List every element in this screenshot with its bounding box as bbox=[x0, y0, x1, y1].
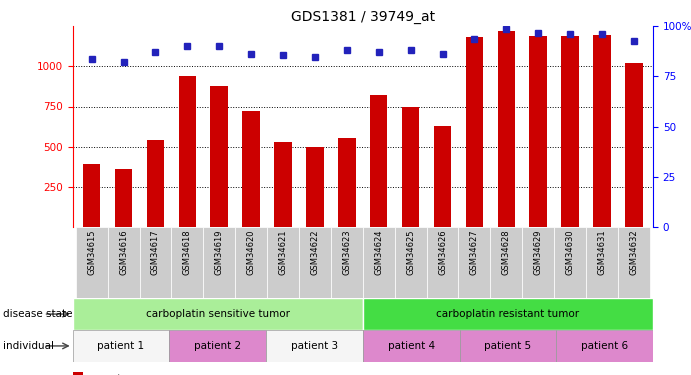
Bar bbox=[370, 95, 388, 227]
Text: individual: individual bbox=[3, 341, 55, 351]
Bar bbox=[331, 227, 363, 298]
Bar bbox=[561, 36, 579, 227]
Bar bbox=[522, 227, 554, 298]
Bar bbox=[363, 298, 653, 330]
Text: patient 4: patient 4 bbox=[388, 341, 435, 351]
Bar bbox=[243, 111, 260, 227]
Bar bbox=[73, 298, 363, 330]
Bar bbox=[73, 330, 169, 362]
Bar bbox=[178, 76, 196, 227]
Bar bbox=[338, 138, 356, 227]
Bar bbox=[458, 227, 491, 298]
Bar bbox=[108, 227, 140, 298]
Text: GSM34627: GSM34627 bbox=[470, 229, 479, 274]
Text: GSM34620: GSM34620 bbox=[247, 229, 256, 274]
Bar bbox=[466, 37, 483, 227]
Text: patient 6: patient 6 bbox=[581, 341, 628, 351]
Bar bbox=[593, 35, 611, 227]
Text: patient 5: patient 5 bbox=[484, 341, 531, 351]
Bar bbox=[426, 227, 458, 298]
Text: GSM34623: GSM34623 bbox=[342, 229, 351, 274]
Text: GSM34624: GSM34624 bbox=[375, 229, 384, 274]
Bar bbox=[115, 169, 133, 227]
Bar bbox=[363, 227, 395, 298]
Text: patient 1: patient 1 bbox=[97, 341, 144, 351]
Bar bbox=[498, 31, 515, 227]
Text: GSM34626: GSM34626 bbox=[438, 229, 447, 274]
Bar bbox=[203, 227, 235, 298]
Bar bbox=[402, 106, 419, 227]
Bar bbox=[83, 164, 100, 227]
Bar bbox=[395, 227, 426, 298]
Bar bbox=[146, 140, 164, 227]
Text: disease state: disease state bbox=[3, 309, 73, 319]
Bar bbox=[169, 330, 266, 362]
Bar bbox=[618, 227, 650, 298]
Bar bbox=[556, 330, 653, 362]
Bar bbox=[554, 227, 586, 298]
Bar bbox=[529, 36, 547, 227]
Bar bbox=[625, 63, 643, 227]
Bar bbox=[211, 86, 228, 227]
Bar bbox=[299, 227, 331, 298]
Text: GSM34617: GSM34617 bbox=[151, 229, 160, 274]
Title: GDS1381 / 39749_at: GDS1381 / 39749_at bbox=[291, 10, 435, 24]
Text: GSM34629: GSM34629 bbox=[533, 229, 542, 274]
Bar bbox=[267, 227, 299, 298]
Text: GSM34621: GSM34621 bbox=[278, 229, 287, 274]
Bar bbox=[171, 227, 203, 298]
Bar bbox=[235, 227, 267, 298]
Text: patient 3: patient 3 bbox=[291, 341, 338, 351]
Bar bbox=[491, 227, 522, 298]
Text: GSM34619: GSM34619 bbox=[215, 229, 224, 274]
Bar bbox=[76, 227, 108, 298]
Bar bbox=[363, 330, 460, 362]
Text: GSM34615: GSM34615 bbox=[87, 229, 96, 274]
Text: GSM34631: GSM34631 bbox=[598, 229, 607, 274]
Bar bbox=[460, 330, 556, 362]
Text: patient 2: patient 2 bbox=[194, 341, 241, 351]
Text: GSM34616: GSM34616 bbox=[119, 229, 128, 274]
Bar bbox=[266, 330, 363, 362]
Text: GSM34630: GSM34630 bbox=[565, 229, 575, 274]
Text: carboplatin sensitive tumor: carboplatin sensitive tumor bbox=[146, 309, 290, 319]
Text: GSM34632: GSM34632 bbox=[630, 229, 638, 274]
Bar bbox=[140, 227, 171, 298]
Text: count: count bbox=[90, 374, 122, 375]
Text: GSM34625: GSM34625 bbox=[406, 229, 415, 274]
Bar bbox=[434, 126, 451, 227]
Bar bbox=[306, 147, 323, 227]
Bar bbox=[274, 142, 292, 227]
Bar bbox=[586, 227, 618, 298]
Text: carboplatin resistant tumor: carboplatin resistant tumor bbox=[436, 309, 580, 319]
Text: GSM34622: GSM34622 bbox=[310, 229, 319, 274]
Text: GSM34628: GSM34628 bbox=[502, 229, 511, 274]
Bar bbox=[73, 372, 83, 375]
Text: GSM34618: GSM34618 bbox=[183, 229, 192, 274]
